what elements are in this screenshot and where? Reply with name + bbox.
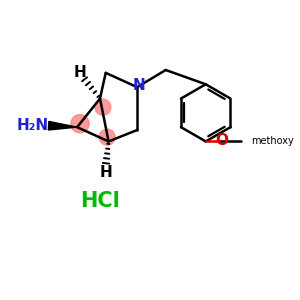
Text: H₂N: H₂N — [17, 118, 49, 133]
Text: H: H — [99, 164, 112, 179]
Circle shape — [71, 115, 89, 133]
Circle shape — [99, 129, 115, 145]
Text: HCl: HCl — [80, 191, 120, 212]
Text: N: N — [133, 78, 146, 93]
Text: H: H — [74, 65, 86, 80]
Circle shape — [95, 99, 111, 115]
Polygon shape — [48, 122, 77, 130]
Text: methoxy: methoxy — [251, 136, 294, 146]
Text: O: O — [215, 134, 228, 148]
